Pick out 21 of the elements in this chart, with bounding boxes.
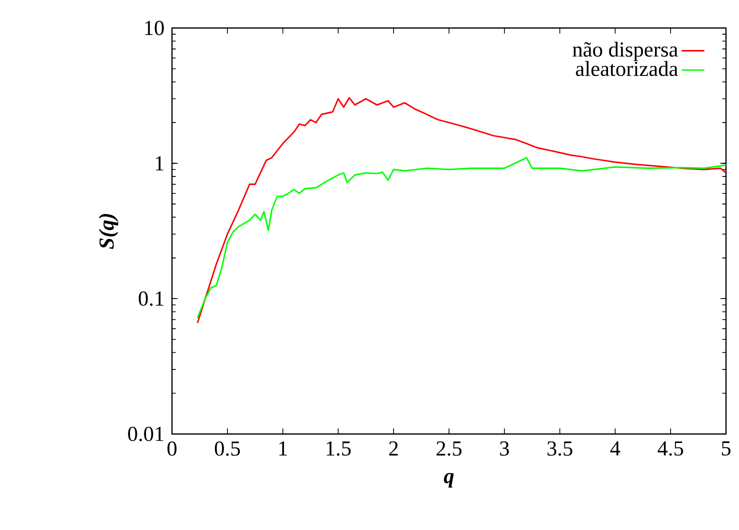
x-tick-label: 4: [610, 441, 620, 456]
y-tick-label: 1: [156, 156, 164, 170]
y-tick-label: 0.01: [128, 426, 164, 442]
x-tick-label: 3: [500, 441, 509, 456]
line-series: [196, 156, 726, 319]
legend-label: aleatorizada: [576, 61, 678, 76]
x-tick-label: 1: [279, 441, 287, 456]
x-tick-label: 1.5: [326, 441, 351, 456]
x-tick-label: 5: [722, 441, 730, 456]
x-tick-label: 4.5: [658, 441, 684, 456]
x-tick-label: 2.5: [436, 441, 462, 456]
x-tick-label: 0.5: [214, 441, 240, 456]
x-tick-label: 2: [389, 441, 398, 456]
y-tick-label: 10: [145, 20, 164, 36]
line-series: [196, 97, 726, 324]
y-tick-label: 0.1: [138, 291, 164, 306]
x-axis-title: q: [444, 473, 454, 488]
y-axis-title: S(q): [98, 214, 118, 249]
legend-label: não dispersa: [572, 42, 678, 62]
x-tick-label: 0: [167, 441, 177, 456]
x-tick-label: 3.5: [547, 441, 572, 456]
